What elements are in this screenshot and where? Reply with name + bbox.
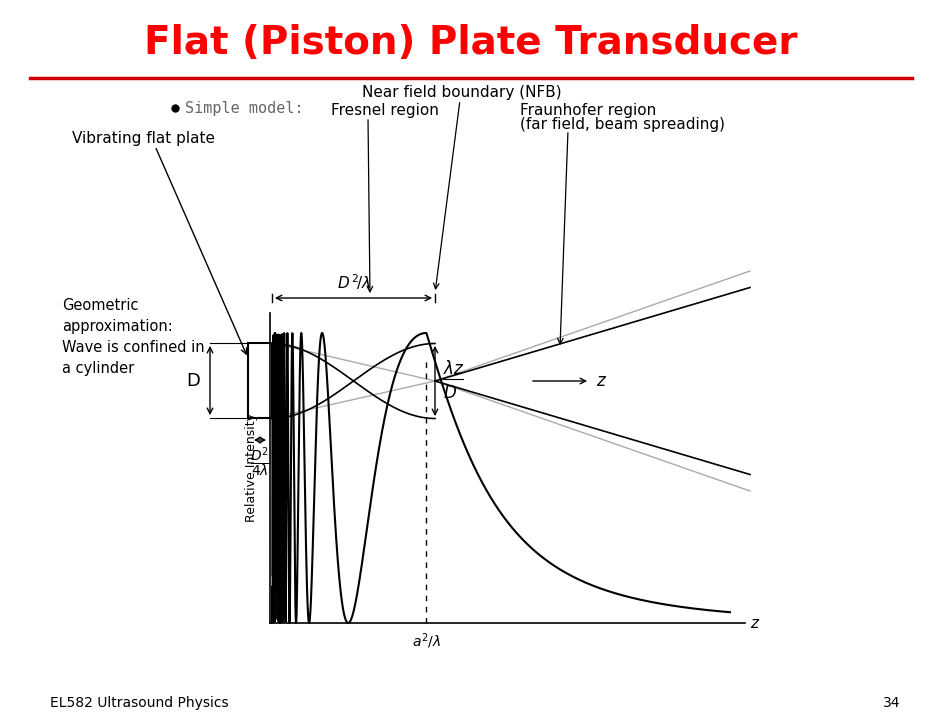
Text: $a^2/\lambda$: $a^2/\lambda$ — [412, 631, 441, 651]
Text: Fresnel region: Fresnel region — [331, 103, 439, 117]
Text: 34: 34 — [883, 696, 900, 710]
Text: $z$: $z$ — [596, 372, 607, 390]
Text: Fraunhofer region: Fraunhofer region — [520, 103, 657, 117]
Text: Flat (Piston) Plate Transducer: Flat (Piston) Plate Transducer — [144, 24, 798, 62]
Text: Geometric
approximation:
Wave is confined in
a cylinder: Geometric approximation: Wave is confine… — [62, 298, 204, 376]
Text: Simple model:: Simple model: — [185, 100, 303, 116]
Text: D: D — [187, 372, 200, 390]
Text: $z$: $z$ — [750, 615, 760, 630]
Text: (far field, beam spreading): (far field, beam spreading) — [520, 116, 725, 132]
Text: EL582 Ultrasound Physics: EL582 Ultrasound Physics — [50, 696, 229, 710]
Text: $D^{\,2}\!/\lambda$: $D^{\,2}\!/\lambda$ — [336, 272, 370, 292]
Text: Near field boundary (NFB): Near field boundary (NFB) — [362, 85, 561, 100]
Text: Relative Intensity: Relative Intensity — [246, 414, 258, 523]
Text: Vibrating flat plate: Vibrating flat plate — [72, 130, 215, 146]
Text: $D$: $D$ — [443, 384, 457, 402]
Text: $\lambda z$: $\lambda z$ — [443, 360, 464, 378]
Bar — [248, 343, 272, 418]
Text: $\dfrac{D^2}{4\lambda}$: $\dfrac{D^2}{4\lambda}$ — [250, 445, 270, 479]
